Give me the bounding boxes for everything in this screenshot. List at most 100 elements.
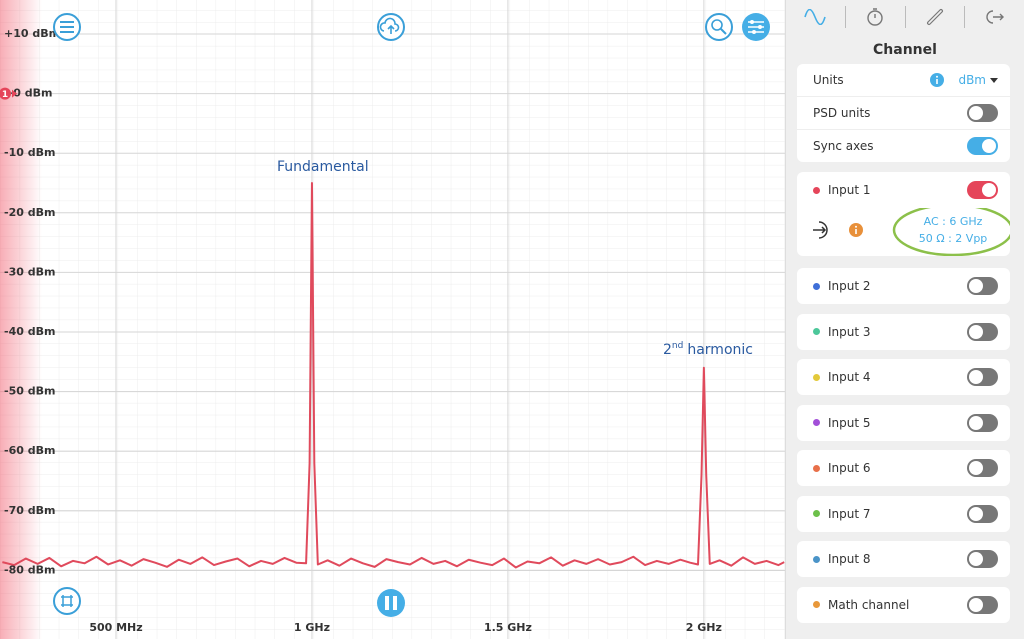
- y-tick-label: -80 dBm: [4, 563, 55, 576]
- toggle[interactable]: [967, 459, 998, 477]
- cloud-button[interactable]: [377, 13, 405, 41]
- channel-name: Math channel: [828, 597, 910, 612]
- caret[interactable]: [990, 77, 998, 87]
- channel-dot: [813, 601, 820, 608]
- menu-button[interactable]: [53, 13, 81, 41]
- y-tick-label: +0 dBm: [4, 87, 52, 100]
- settings-card: Units dBm PSD units Sync axes: [797, 64, 1010, 162]
- y-tick-label: -70 dBm: [4, 504, 55, 517]
- toggle[interactable]: [967, 550, 998, 568]
- tab-export[interactable]: [965, 6, 1024, 28]
- tab-measure[interactable]: [906, 6, 966, 28]
- y-tick-label: +10 dBm: [4, 27, 60, 40]
- channel-row: Input 6: [797, 450, 1010, 486]
- annotation-base: 2: [663, 342, 672, 358]
- channel-name: Input 4: [828, 370, 871, 384]
- y-tick-label: -20 dBm: [4, 206, 55, 219]
- y-tick-label: -40 dBm: [4, 325, 55, 338]
- setting-row: Units dBm: [797, 64, 1010, 97]
- units-value[interactable]: dBm: [958, 73, 986, 87]
- channel-card: Input 4: [797, 359, 1010, 395]
- toggle[interactable]: [967, 413, 998, 432]
- setting-label: PSD units: [813, 106, 871, 120]
- zoom-button[interactable]: [705, 13, 733, 41]
- channel-row: Input 2: [797, 268, 1010, 304]
- setting-row: PSD units: [797, 97, 1010, 130]
- channel-label: Input 4: [813, 370, 871, 384]
- trace: [2, 182, 785, 569]
- channel-details: AC : 6 GHz 50 Ω : 2 Vpp: [797, 208, 1010, 256]
- channel-row: Math channel: [797, 587, 1010, 623]
- y-tick-label: -50 dBm: [4, 385, 55, 398]
- channel-name: Input 8: [828, 552, 871, 566]
- tab-timer[interactable]: [846, 6, 906, 28]
- x-tick-label: 2 GHz: [686, 621, 722, 634]
- channel-setting: AC : 6 GHz: [923, 215, 983, 228]
- channel-name: Input 7: [828, 506, 871, 521]
- channel-label: Input 8: [813, 552, 871, 566]
- toggle[interactable]: [967, 181, 998, 199]
- channel-name: Input 3: [828, 324, 871, 339]
- channel-settings[interactable]: AC : 6 GHz 50 Ω : 2 Vpp: [903, 213, 1003, 247]
- annotation: 2nd harmonic: [663, 341, 753, 359]
- pause-button[interactable]: [377, 589, 405, 617]
- reference-arrow: [12, 89, 17, 98]
- channel-dot: [813, 419, 820, 426]
- sidebar-title: Channel: [873, 42, 937, 58]
- channel-label: Input 3: [813, 325, 871, 339]
- x-tick-label: 1.5 GHz: [484, 621, 532, 634]
- toggle[interactable]: [967, 137, 998, 155]
- channel-label: Input 5: [813, 416, 871, 430]
- info-icon[interactable]: [930, 73, 945, 87]
- settings-button[interactable]: [742, 13, 770, 41]
- channel-row: Input 4: [797, 359, 1010, 395]
- toggle[interactable]: [967, 504, 998, 523]
- channel-name: Input 2: [828, 279, 871, 293]
- y-tick-label: -30 dBm: [4, 265, 55, 278]
- channel-dot: [813, 282, 820, 290]
- toggle[interactable]: [967, 368, 998, 386]
- toggle[interactable]: [967, 595, 998, 614]
- reference-marker: [0, 87, 11, 100]
- channel-card: Input 3: [797, 313, 1010, 350]
- toggle[interactable]: [967, 104, 998, 122]
- channel-card: Input 6: [797, 450, 1010, 486]
- channel-label: Input 1: [813, 183, 871, 197]
- grid-button[interactable]: [53, 587, 81, 615]
- channel-name: Input 6: [828, 461, 871, 475]
- spectrum-plot: +10 dBm +0 dBm -10 dBm -20 dBm -30 dBm -40 dB…: [0, 0, 785, 639]
- setting-label: Sync axes: [813, 139, 874, 153]
- channel-setting: 50 Ω : 2 Vpp: [918, 232, 988, 245]
- channel-label: Input 2: [813, 279, 871, 293]
- reference-marker-label: 1: [2, 90, 8, 100]
- channel-row: Input 5: [797, 405, 1010, 441]
- channel-dot: [813, 510, 820, 517]
- channel-dot: [813, 555, 820, 563]
- channel-name: Input 5: [828, 415, 871, 430]
- channel-card: Input 2: [797, 268, 1010, 304]
- channel-row: Input 7: [797, 496, 1010, 532]
- annotation: Fundamental: [277, 159, 369, 175]
- channel-dot: [813, 186, 820, 194]
- units-select[interactable]: dBm: [930, 73, 998, 87]
- tab-channel[interactable]: [786, 6, 846, 28]
- channel-name: Input 1: [828, 183, 871, 197]
- channel-row: Input 3: [797, 314, 1010, 350]
- tabs: [786, 0, 1024, 34]
- channel-card: Input 5: [797, 404, 1010, 441]
- channel-card: Input 7: [797, 495, 1010, 532]
- annotation-sup: nd: [672, 341, 683, 351]
- edge-fade: [0, 0, 42, 639]
- setting-label: Units: [813, 73, 844, 87]
- channel-card: Input 1 AC : 6 GHz 50 Ω : 2 Vpp: [797, 172, 1010, 256]
- channel-card: Math channel: [797, 586, 1010, 623]
- x-tick-label: 500 MHz: [89, 621, 142, 634]
- channel-dot: [813, 464, 820, 472]
- channel-row: Input 1: [797, 172, 1010, 208]
- toggle[interactable]: [967, 277, 998, 295]
- setting-row: Sync axes: [797, 130, 1010, 162]
- toggle[interactable]: [967, 322, 998, 341]
- x-tick-label: 1 GHz: [294, 621, 330, 634]
- y-tick-label: -60 dBm: [4, 444, 55, 457]
